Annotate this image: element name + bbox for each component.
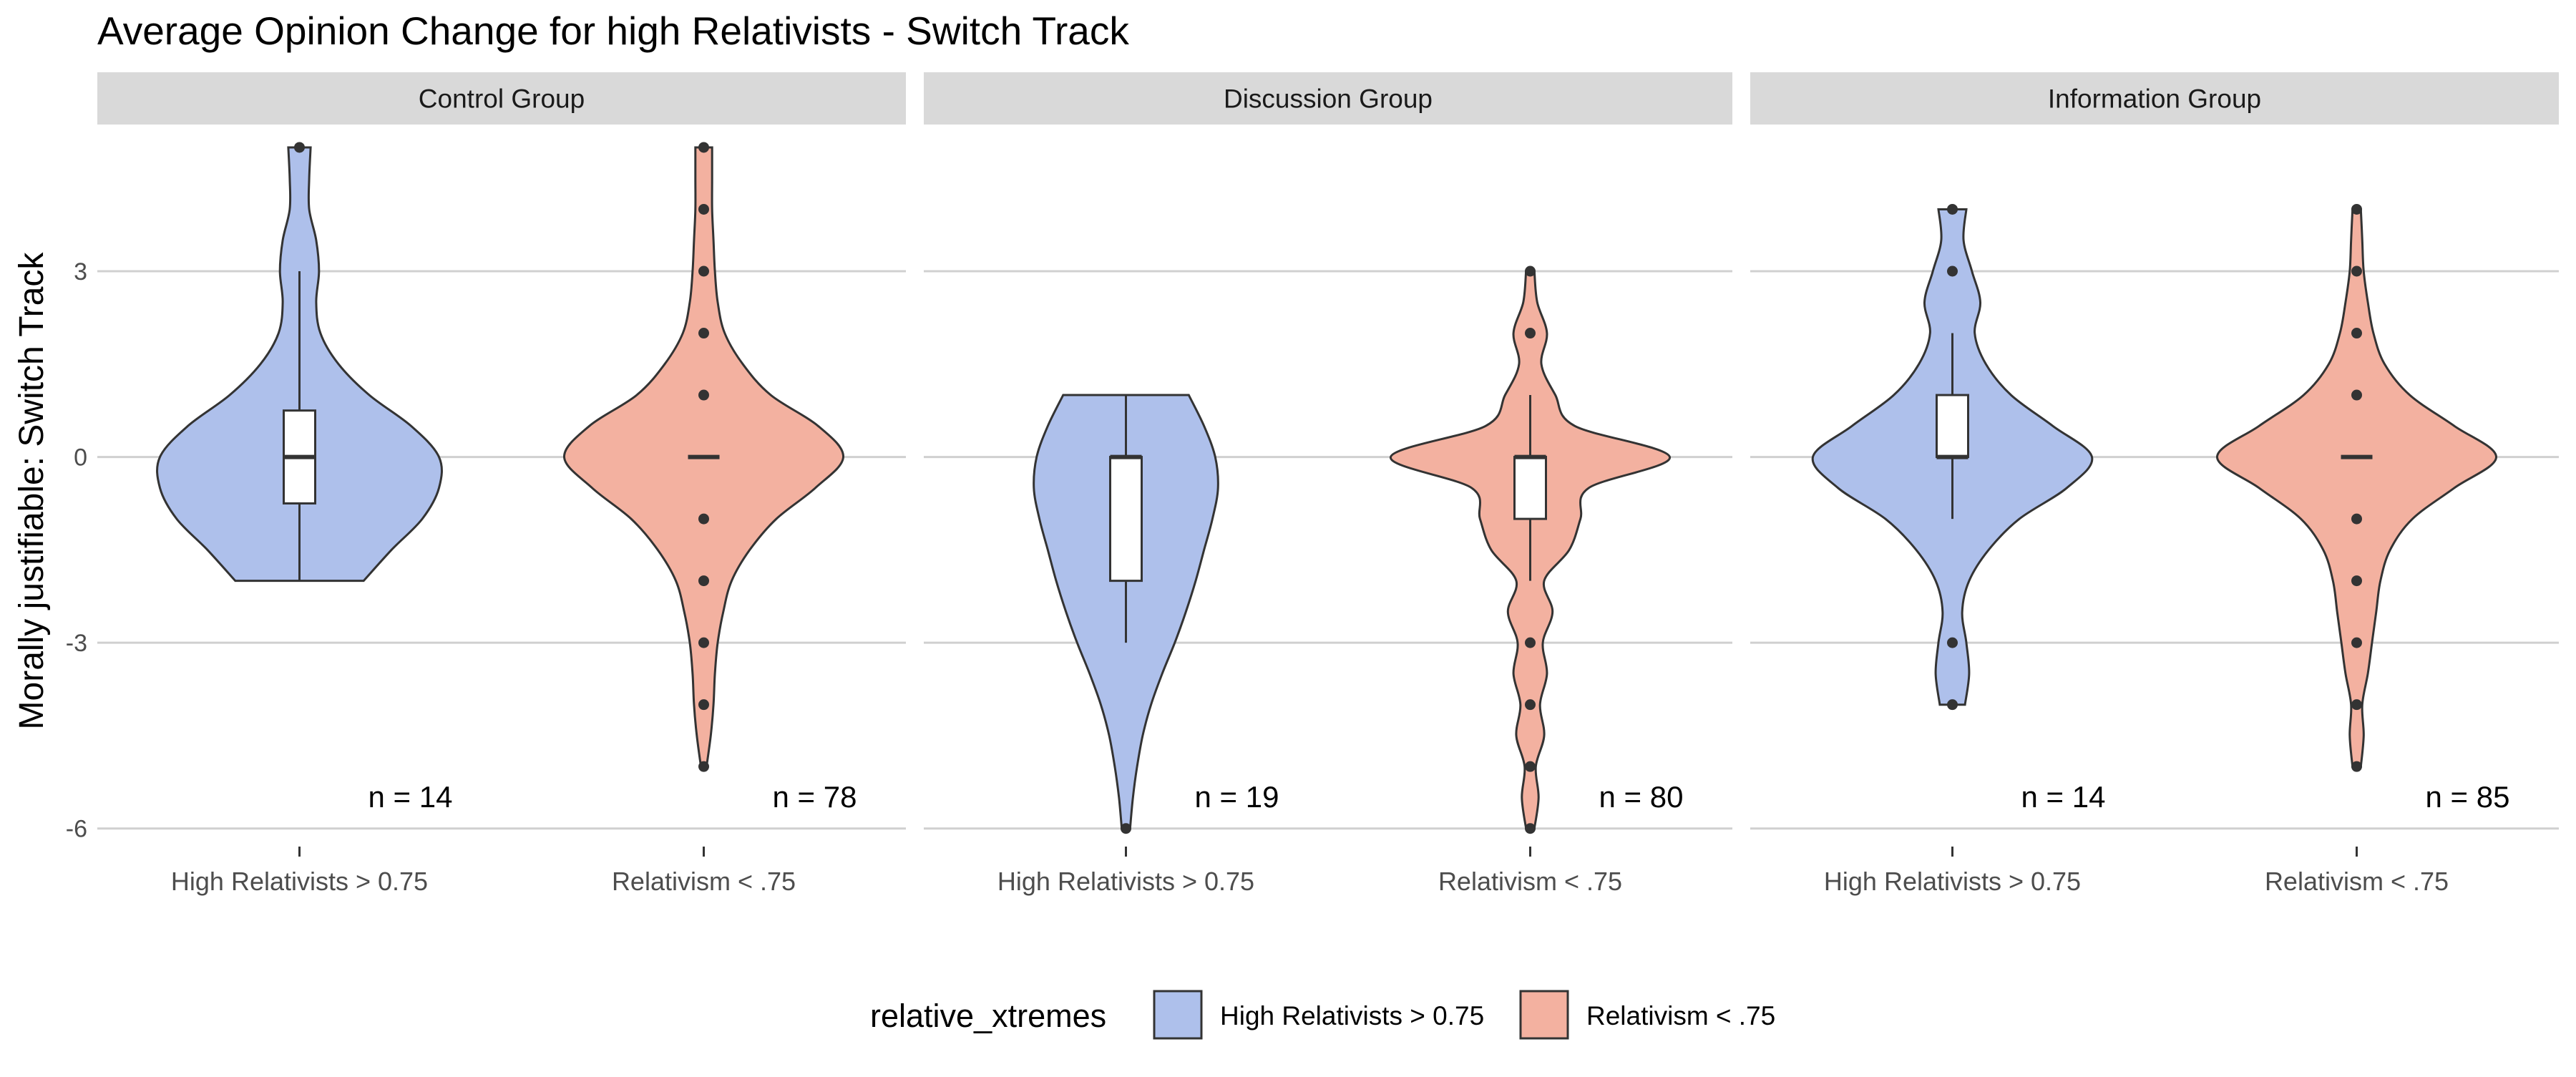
facet-strip-label: Information Group xyxy=(2048,84,2261,114)
violin-group-high-relativists-0-75: n = 19 High Relativists > 0.75 xyxy=(997,394,1279,896)
outlier-point xyxy=(698,265,709,277)
facet-strip xyxy=(97,72,906,125)
outlier-point xyxy=(294,142,305,153)
legend-key-high xyxy=(1153,990,1203,1040)
x-tick-label: Relativism < .75 xyxy=(2265,867,2449,896)
outlier-point xyxy=(1947,203,1958,215)
box-iqr xyxy=(1936,394,1969,459)
outlier-point xyxy=(2351,575,2362,587)
outlier-point xyxy=(698,637,709,648)
outlier-point xyxy=(1947,699,1958,711)
outlier-point xyxy=(1947,265,1958,277)
x-tick-label: High Relativists > 0.75 xyxy=(997,867,1254,896)
outlier-point xyxy=(2351,203,2362,215)
legend-key-low xyxy=(1519,990,1569,1040)
y-axis-ticks: -6 -3 0 3 xyxy=(66,258,87,843)
facet-strip xyxy=(1750,72,2559,125)
violin-group-relativism-75: n = 80 Relativism < .75 xyxy=(1390,265,1684,896)
outlier-point xyxy=(698,575,709,587)
outlier-point xyxy=(2351,265,2362,277)
n-label: n = 19 xyxy=(1195,780,1279,814)
n-label: n = 85 xyxy=(2426,780,2510,814)
legend-title: relative_xtremes xyxy=(870,998,1106,1034)
outlier-point xyxy=(698,761,709,772)
outlier-point xyxy=(1525,823,1536,834)
outlier-point xyxy=(698,142,709,153)
outlier-point xyxy=(1525,699,1536,711)
box-iqr xyxy=(1109,456,1143,583)
outlier-point xyxy=(1525,328,1536,339)
outlier-point xyxy=(1525,637,1536,648)
violin-group-high-relativists-0-75: n = 14 High Relativists > 0.75 xyxy=(1811,203,2106,896)
y-tick-label: -6 xyxy=(66,816,87,843)
n-label: n = 14 xyxy=(369,780,453,814)
y-tick-label: 0 xyxy=(74,444,87,472)
x-tick-label: Relativism < .75 xyxy=(1438,867,1622,896)
outlier-point xyxy=(1947,637,1958,648)
n-label: n = 78 xyxy=(773,780,857,814)
y-axis-label: Morally justifiable: Switch Track xyxy=(13,252,51,730)
outlier-point xyxy=(2351,699,2362,711)
n-label: n = 80 xyxy=(1599,780,1684,814)
outlier-point xyxy=(698,699,709,711)
facet-panels: Control Group n = 14 High Relativists > 0.… xyxy=(97,72,2559,896)
outlier-point xyxy=(1525,265,1536,277)
facet-strip xyxy=(924,72,1732,125)
panel-discussion-group: Discussion Group n = 19 High Relativists >… xyxy=(924,72,1732,896)
violin-group-high-relativists-0-75: n = 14 High Relativists > 0.75 xyxy=(156,142,453,896)
x-tick-label: Relativism < .75 xyxy=(612,867,796,896)
outlier-point xyxy=(2351,328,2362,339)
outlier-point xyxy=(698,203,709,215)
outlier-point xyxy=(1525,761,1536,772)
x-tick-label: High Relativists > 0.75 xyxy=(1824,867,2081,896)
outlier-point xyxy=(698,513,709,525)
outlier-point xyxy=(698,328,709,339)
outlier-point xyxy=(2351,389,2362,401)
legend: relative_xtremes High Relativists > 0.75… xyxy=(870,990,1775,1040)
outlier-point xyxy=(2351,761,2362,772)
chart-title: Average Opinion Change for high Relativi… xyxy=(97,9,1129,53)
facet-strip-label: Control Group xyxy=(419,84,585,114)
facet-strip-label: Discussion Group xyxy=(1224,84,1433,114)
violin-group-relativism-75: n = 85 Relativism < .75 xyxy=(2215,203,2510,896)
panel-control-group: Control Group n = 14 High Relativists > 0.… xyxy=(97,72,906,896)
y-tick-label: -3 xyxy=(66,630,87,657)
n-label: n = 14 xyxy=(2021,780,2106,814)
box-iqr xyxy=(1513,456,1547,520)
panel-information-group: Information Group n = 14 High Relativists … xyxy=(1750,72,2559,896)
violin-group-relativism-75: n = 78 Relativism < .75 xyxy=(562,142,857,896)
outlier-point xyxy=(1121,823,1131,834)
outlier-point xyxy=(698,389,709,401)
y-tick-label: 3 xyxy=(74,258,87,286)
x-tick-label: High Relativists > 0.75 xyxy=(171,867,428,896)
outlier-point xyxy=(2351,637,2362,648)
outlier-point xyxy=(2351,513,2362,525)
legend-label-high: High Relativists > 0.75 xyxy=(1220,1001,1484,1030)
legend-label-low: Relativism < .75 xyxy=(1586,1001,1775,1030)
